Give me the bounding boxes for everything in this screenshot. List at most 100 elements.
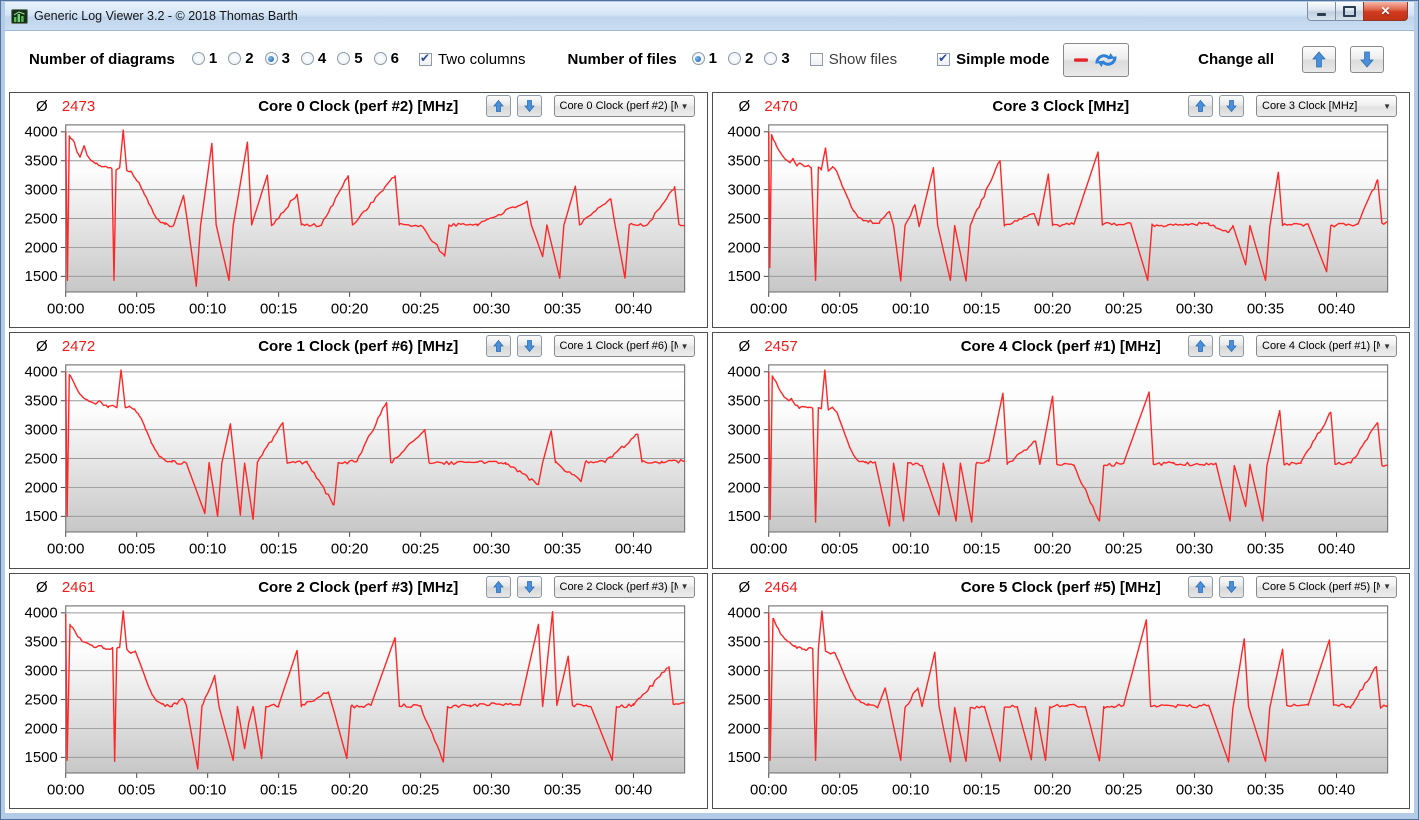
chart-plot[interactable]: 1500 2000 2500 3000 3500 4000 00:00 00:05 00:10 0… (10, 600, 707, 808)
svg-text:1500: 1500 (727, 510, 760, 526)
move-channel-up-button[interactable] (1188, 335, 1213, 358)
move-channel-up-button[interactable] (1188, 575, 1213, 598)
svg-text:4000: 4000 (727, 605, 760, 621)
diagram-count-1[interactable]: 1 (191, 50, 218, 67)
svg-text:00:00: 00:00 (750, 542, 787, 558)
svg-text:00:20: 00:20 (1033, 542, 1070, 558)
svg-text:1500: 1500 (25, 510, 58, 526)
svg-text:00:20: 00:20 (331, 782, 368, 798)
show-files-label: Show files (828, 51, 898, 68)
change-all-down-button[interactable] (1350, 46, 1384, 73)
svg-text:2000: 2000 (25, 721, 58, 737)
diagram-count-radio-4[interactable] (300, 52, 314, 65)
svg-text:00:35: 00:35 (1246, 302, 1283, 318)
channel-select[interactable]: Core 2 Clock (perf #3) [MH ▼ (553, 575, 695, 598)
show-files-checkbox-box[interactable] (809, 53, 823, 66)
file-count-3[interactable]: 3 (764, 50, 790, 67)
move-channel-down-button[interactable] (516, 95, 542, 117)
refresh-button[interactable] (1063, 42, 1130, 77)
chart-title: Core 5 Clock (perf #5) [MHz] (960, 578, 1161, 596)
diagram-count-5[interactable]: 5 (337, 50, 363, 67)
average-value: 2473 (61, 98, 96, 115)
diagram-count-radio-5[interactable] (337, 52, 351, 65)
diagram-count-4[interactable]: 4 (300, 50, 326, 67)
move-channel-up-button[interactable] (485, 95, 511, 117)
channel-select[interactable]: Core 0 Clock (perf #2) [MH ▼ (553, 95, 695, 117)
diagram-count-radio-2[interactable] (228, 52, 242, 65)
file-count-1[interactable]: 1 (691, 50, 717, 67)
show-files-checkbox[interactable]: Show files (809, 51, 898, 68)
diagram-count-3[interactable]: 3 (264, 50, 290, 67)
maximize-icon (1343, 5, 1356, 17)
chart-controls: Core 1 Clock (perf #6) [MH ▼ (480, 335, 695, 358)
average-readout: Ø 2464 (739, 579, 798, 596)
move-channel-up-button[interactable] (485, 335, 511, 358)
simple-mode-checkbox-box[interactable] (937, 51, 951, 66)
chart-plot[interactable]: 1500 2000 2500 3000 3500 4000 00:00 00:05 00:10 0… (10, 119, 707, 327)
diagram-count-label-2: 2 (245, 50, 254, 67)
channel-select[interactable]: Core 5 Clock (perf #5) [MH ▼ (1256, 575, 1397, 598)
channel-select[interactable]: Core 1 Clock (perf #6) [MH ▼ (553, 335, 695, 358)
svg-text:00:35: 00:35 (544, 302, 581, 318)
chart-plot[interactable]: 1500 2000 2500 3000 3500 4000 00:00 00:05 00:10 0… (713, 600, 1410, 808)
svg-text:00:25: 00:25 (1104, 782, 1141, 798)
svg-text:00:00: 00:00 (750, 782, 787, 798)
svg-text:00:15: 00:15 (260, 542, 297, 558)
chart-plot[interactable]: 1500 2000 2500 3000 3500 4000 00:00 00:05 00:10 0… (713, 119, 1410, 327)
file-count-2[interactable]: 2 (728, 50, 753, 67)
svg-text:00:25: 00:25 (402, 542, 439, 558)
svg-text:00:30: 00:30 (473, 302, 510, 318)
chart-controls: Core 0 Clock (perf #2) [MH ▼ (480, 95, 695, 117)
chart-header: Ø 2457 Core 4 Clock (perf #1) [MHz] Core… (713, 333, 1410, 359)
channel-select[interactable]: Core 3 Clock [MHz] ▼ (1256, 95, 1397, 117)
diagram-count-radio-6[interactable] (373, 52, 387, 65)
chart-plot[interactable]: 1500 2000 2500 3000 3500 4000 00:00 00:05 00:10 0… (10, 359, 707, 567)
file-count-radio-2[interactable] (728, 52, 742, 65)
average-value: 2472 (61, 338, 96, 356)
move-channel-up-button[interactable] (485, 575, 511, 598)
move-channel-down-button[interactable] (1219, 575, 1244, 598)
channel-select[interactable]: Core 4 Clock (perf #1) [MH ▼ (1256, 335, 1397, 358)
svg-text:00:05: 00:05 (118, 782, 155, 798)
move-channel-up-button[interactable] (1188, 95, 1213, 117)
change-all-up-button[interactable] (1302, 46, 1336, 73)
arrow-down-icon (1360, 51, 1374, 68)
svg-text:4000: 4000 (727, 365, 760, 381)
average-value: 2464 (764, 578, 798, 596)
file-count-radio-3[interactable] (764, 52, 778, 65)
maximize-button[interactable] (1335, 2, 1364, 21)
app-icon (11, 8, 28, 24)
move-channel-down-button[interactable] (1219, 95, 1244, 117)
diagram-count-6[interactable]: 6 (373, 50, 399, 67)
two-columns-checkbox[interactable]: Two columns (418, 51, 525, 68)
svg-text:00:05: 00:05 (821, 782, 858, 798)
svg-text:4000: 4000 (727, 125, 760, 141)
window-controls: ✕ (1307, 2, 1408, 21)
chart-panel: Ø 2457 Core 4 Clock (perf #1) [MHz] Core… (711, 332, 1410, 569)
diagram-count-2[interactable]: 2 (228, 50, 254, 67)
svg-text:00:40: 00:40 (1317, 542, 1354, 558)
diagram-count-radio-3[interactable] (264, 52, 278, 65)
chevron-down-icon: ▼ (680, 582, 689, 592)
move-channel-down-button[interactable] (516, 335, 542, 358)
svg-text:00:25: 00:25 (402, 782, 439, 798)
close-icon: ✕ (1380, 4, 1391, 18)
move-channel-down-button[interactable] (516, 575, 542, 598)
change-all-group: Change all (1198, 46, 1414, 73)
svg-text:00:40: 00:40 (615, 302, 652, 318)
diagram-count-radio-1[interactable] (191, 52, 205, 65)
arrow-up-icon (1195, 580, 1206, 593)
minimize-button[interactable] (1307, 2, 1336, 21)
move-channel-down-button[interactable] (1219, 335, 1244, 358)
number-of-files-label: Number of files (567, 51, 677, 68)
svg-text:3500: 3500 (727, 634, 760, 650)
two-columns-checkbox-box[interactable] (418, 51, 432, 66)
close-button[interactable]: ✕ (1363, 2, 1408, 21)
channel-select-value: Core 4 Clock (perf #1) [MH (1262, 340, 1380, 353)
chart-header: Ø 2464 Core 5 Clock (perf #5) [MHz] Core… (713, 574, 1410, 600)
chart-plot[interactable]: 1500 2000 2500 3000 3500 4000 00:00 00:05 00:10 0… (713, 359, 1410, 567)
arrow-up-icon (1195, 340, 1206, 353)
diagram-count-label-1: 1 (208, 50, 218, 67)
simple-mode-checkbox[interactable]: Simple mode (937, 51, 1049, 68)
file-count-radio-1[interactable] (691, 52, 705, 65)
